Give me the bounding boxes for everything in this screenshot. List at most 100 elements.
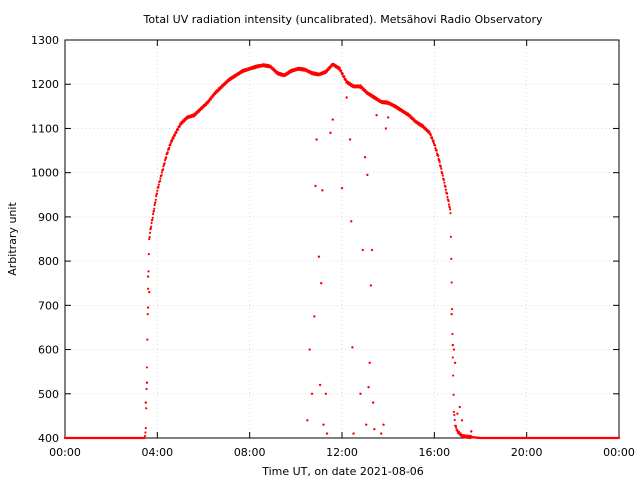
y-tick-label: 900 bbox=[38, 211, 59, 224]
data-point bbox=[455, 426, 458, 430]
data-point bbox=[452, 348, 456, 351]
data-point bbox=[453, 413, 456, 416]
y-tick-label: 1000 bbox=[31, 167, 59, 180]
data-point bbox=[148, 238, 151, 241]
data-point bbox=[438, 159, 441, 162]
y-tick-label: 1300 bbox=[31, 34, 59, 47]
x-tick-labels: 00:00 04:00 08:00 12:00 16:00 20:00 00:00 bbox=[49, 446, 635, 459]
data-point bbox=[432, 142, 436, 145]
data-point bbox=[435, 149, 438, 152]
data-point bbox=[363, 88, 367, 91]
data-point bbox=[147, 270, 150, 273]
data-point bbox=[449, 208, 452, 211]
x-axis-label: Time UT, on date 2021-08-06 bbox=[261, 465, 424, 478]
data-point bbox=[221, 85, 224, 88]
grid-lines bbox=[65, 40, 619, 438]
data-point bbox=[155, 192, 159, 195]
data-point bbox=[162, 165, 165, 168]
data-point bbox=[208, 100, 211, 103]
data-point bbox=[386, 116, 390, 119]
data-point bbox=[147, 253, 150, 256]
x-tick-label: 20:00 bbox=[511, 446, 543, 459]
data-point bbox=[159, 177, 162, 180]
data-point bbox=[351, 346, 354, 349]
data-point bbox=[165, 156, 168, 159]
data-point bbox=[434, 147, 437, 150]
axis-ticks bbox=[64, 39, 620, 439]
data-point bbox=[324, 392, 328, 395]
data-point bbox=[167, 148, 170, 151]
data-point bbox=[177, 128, 180, 131]
data-point bbox=[429, 134, 432, 137]
data-point bbox=[150, 225, 153, 228]
data-point bbox=[154, 201, 157, 204]
data-point bbox=[434, 144, 437, 147]
data-point bbox=[442, 178, 446, 182]
data-point bbox=[152, 212, 155, 216]
data-point bbox=[169, 141, 172, 145]
data-point bbox=[211, 96, 214, 99]
data-point bbox=[359, 392, 362, 395]
data-point bbox=[320, 282, 323, 285]
data-point bbox=[450, 308, 454, 311]
data-point bbox=[146, 306, 150, 309]
x-tick-label: 00:00 bbox=[49, 446, 81, 459]
data-point bbox=[458, 405, 461, 409]
data-point bbox=[220, 87, 223, 90]
data-point bbox=[411, 116, 414, 119]
data-point bbox=[308, 348, 311, 351]
data-point bbox=[329, 131, 332, 135]
data-point bbox=[151, 216, 154, 219]
data-point bbox=[315, 138, 318, 141]
data-point bbox=[163, 162, 166, 165]
chart-title: Total UV radiation intensity (uncalibrat… bbox=[143, 13, 543, 26]
data-point bbox=[331, 118, 334, 121]
plot-frame bbox=[64, 39, 620, 439]
data-point bbox=[325, 432, 329, 435]
data-point bbox=[380, 432, 383, 435]
data-points bbox=[63, 62, 621, 440]
data-point bbox=[422, 124, 425, 127]
data-point bbox=[155, 194, 158, 198]
data-point bbox=[318, 383, 322, 387]
data-point bbox=[322, 423, 325, 426]
y-tick-label: 700 bbox=[38, 299, 59, 312]
data-point bbox=[166, 151, 169, 154]
data-point bbox=[450, 312, 453, 316]
y-tick-label: 800 bbox=[38, 255, 59, 268]
data-point bbox=[340, 69, 343, 72]
data-point bbox=[144, 431, 147, 434]
data-point bbox=[368, 361, 371, 365]
data-point bbox=[148, 290, 151, 294]
data-point bbox=[451, 356, 454, 359]
data-point bbox=[430, 136, 434, 139]
data-point bbox=[145, 381, 149, 384]
y-tick-label: 500 bbox=[38, 388, 59, 401]
data-point bbox=[146, 338, 149, 341]
data-point bbox=[373, 427, 376, 431]
data-point bbox=[431, 138, 434, 141]
y-axis-label: Arbitrary unit bbox=[6, 202, 19, 276]
data-point bbox=[197, 110, 200, 113]
data-point bbox=[175, 131, 178, 134]
data-point bbox=[457, 430, 461, 433]
data-point bbox=[375, 113, 378, 117]
data-point bbox=[310, 392, 314, 395]
data-point bbox=[440, 167, 443, 170]
data-point bbox=[341, 72, 344, 75]
data-point bbox=[327, 68, 330, 72]
data-point bbox=[423, 125, 426, 129]
data-point bbox=[366, 173, 369, 177]
y-tick-label: 600 bbox=[38, 344, 59, 357]
data-point bbox=[432, 139, 435, 143]
data-point bbox=[447, 200, 450, 203]
data-point bbox=[160, 174, 163, 177]
data-point bbox=[441, 172, 444, 175]
data-point bbox=[445, 192, 449, 195]
data-point bbox=[145, 366, 149, 369]
x-tick-label: 12:00 bbox=[326, 446, 358, 459]
data-point bbox=[443, 181, 446, 184]
data-point bbox=[154, 198, 157, 201]
data-point bbox=[340, 186, 344, 190]
